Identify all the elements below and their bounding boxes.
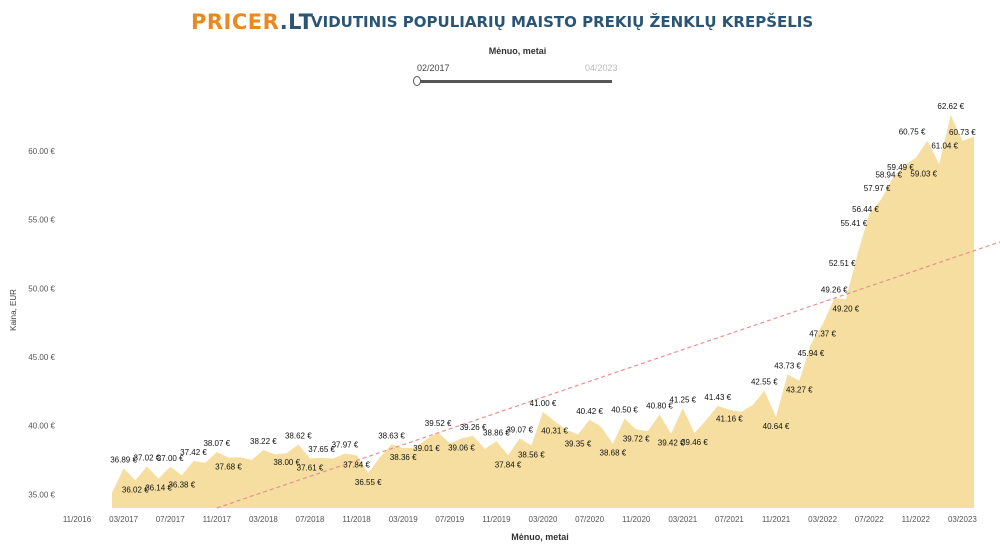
data-label: 39.26 € [460, 423, 487, 432]
data-label: 52.51 € [829, 259, 856, 268]
data-label: 49.20 € [833, 304, 860, 313]
x-tick-label: 03/2023 [948, 515, 977, 524]
x-tick-label: 03/2019 [389, 515, 418, 524]
data-label: 41.43 € [704, 393, 731, 402]
x-tick-label: 11/2020 [622, 515, 651, 524]
data-label: 43.73 € [774, 361, 801, 370]
date-range-filter-title: Mėnuo, metai [488, 46, 547, 56]
data-label: 38.07 € [203, 439, 230, 448]
x-tick-label: 07/2020 [575, 515, 604, 524]
y-tick-label: 35.00 € [28, 490, 55, 499]
data-label: 59.03 € [910, 169, 937, 178]
brand-logo-part1: PRICER [191, 10, 280, 34]
data-label: 39.07 € [506, 425, 533, 434]
data-label: 60.73 € [949, 128, 976, 137]
data-label: 36.02 € [122, 485, 149, 494]
data-label: 39.35 € [565, 440, 592, 449]
data-label: 55.41 € [840, 219, 867, 228]
x-tick-label: 11/2018 [342, 515, 371, 524]
data-label: 38.22 € [250, 437, 277, 446]
data-label: 39.06 € [448, 444, 475, 453]
y-axis-label: Kaina, EUR [9, 289, 18, 331]
x-tick-label: 03/2018 [249, 515, 278, 524]
data-label: 45.94 € [798, 349, 825, 358]
data-label: 57.97 € [864, 184, 891, 193]
date-range-start-label: 02/2017 [417, 63, 450, 73]
data-label: 62.62 € [937, 102, 964, 111]
x-tick-label: 03/2020 [529, 515, 558, 524]
data-label: 38.68 € [600, 449, 627, 458]
y-tick-label: 50.00 € [28, 284, 55, 293]
x-tick-label: 07/2018 [296, 515, 325, 524]
x-axis-label: Mėnuo, metai [511, 532, 569, 542]
data-label: 37.97 € [332, 440, 359, 449]
data-label: 36.89 € [110, 455, 137, 464]
y-tick-label: 40.00 € [28, 422, 55, 431]
data-label: 38.63 € [378, 431, 405, 440]
data-label: 39.42 € [658, 439, 685, 448]
data-label: 61.04 € [931, 142, 958, 151]
data-label: 37.84 € [495, 460, 522, 469]
data-label: 37.42 € [180, 448, 207, 457]
y-tick-label: 60.00 € [28, 147, 55, 156]
y-tick-label: 45.00 € [28, 353, 55, 362]
data-label: 37.02 € [134, 454, 161, 463]
data-label: 37.84 € [343, 460, 370, 469]
data-label: 42.55 € [751, 378, 778, 387]
data-label: 36.38 € [168, 480, 195, 489]
x-tick-label: 03/2017 [109, 515, 138, 524]
data-label: 38.56 € [518, 450, 545, 459]
data-label: 39.01 € [413, 444, 440, 453]
x-tick-label: 11/2017 [203, 515, 232, 524]
data-label: 41.25 € [669, 395, 696, 404]
x-tick-label: 07/2019 [435, 515, 464, 524]
brand-logo[interactable]: PRICER.LT [191, 10, 313, 34]
x-tick-label: 11/2021 [762, 515, 791, 524]
data-label: 38.62 € [285, 432, 312, 441]
x-tick-label: 11/2022 [902, 515, 931, 524]
data-label: 40.64 € [763, 422, 790, 431]
date-range-end-label: 04/2023 [585, 63, 618, 73]
data-label: 43.27 € [786, 386, 813, 395]
data-label: 56.44 € [852, 205, 879, 214]
data-label: 60.75 € [899, 128, 926, 137]
data-label: 41.00 € [530, 399, 557, 408]
data-label: 38.86 € [483, 428, 510, 437]
data-label: 37.68 € [215, 462, 242, 471]
brand-logo-part2: .LT [279, 10, 314, 34]
page-title: VIDUTINIS POPULIARIŲ MAISTO PREKIŲ ŽENKL… [311, 13, 814, 31]
data-label: 49.26 € [821, 285, 848, 294]
data-label: 39.46 € [681, 438, 708, 447]
data-label: 40.50 € [611, 406, 638, 415]
x-tick-label: 07/2017 [156, 515, 185, 524]
date-range-slider-handle[interactable] [413, 76, 421, 86]
price-area [111, 115, 975, 508]
x-tick-label: 11/2016 [63, 515, 92, 524]
data-label: 40.31 € [541, 426, 568, 435]
data-label: 38.36 € [390, 453, 417, 462]
data-label: 58.94 € [875, 170, 902, 179]
data-label: 40.42 € [576, 407, 603, 416]
x-tick-label: 07/2022 [855, 515, 884, 524]
header: PRICER.LT VIDUTINIS POPULIARIŲ MAISTO PR… [0, 8, 1000, 36]
x-tick-label: 11/2019 [482, 515, 511, 524]
data-label: 37.00 € [157, 454, 184, 463]
data-label: 41.16 € [716, 415, 743, 424]
data-label: 37.65 € [308, 445, 335, 454]
data-label: 47.37 € [809, 329, 836, 338]
data-label: 40.80 € [646, 402, 673, 411]
x-tick-label: 03/2021 [668, 515, 697, 524]
x-tick-label: 07/2021 [715, 515, 744, 524]
data-label: 38.00 € [273, 458, 300, 467]
data-label: 39.72 € [623, 434, 650, 443]
data-label: 39.52 € [425, 419, 452, 428]
data-label: 37.61 € [297, 463, 324, 472]
data-label: 36.14 € [145, 484, 172, 493]
data-label: 59.49 € [887, 163, 914, 172]
data-label: 36.55 € [355, 478, 382, 487]
y-tick-label: 55.00 € [28, 216, 55, 225]
date-range-slider-track[interactable] [418, 80, 612, 83]
x-tick-label: 03/2022 [808, 515, 837, 524]
